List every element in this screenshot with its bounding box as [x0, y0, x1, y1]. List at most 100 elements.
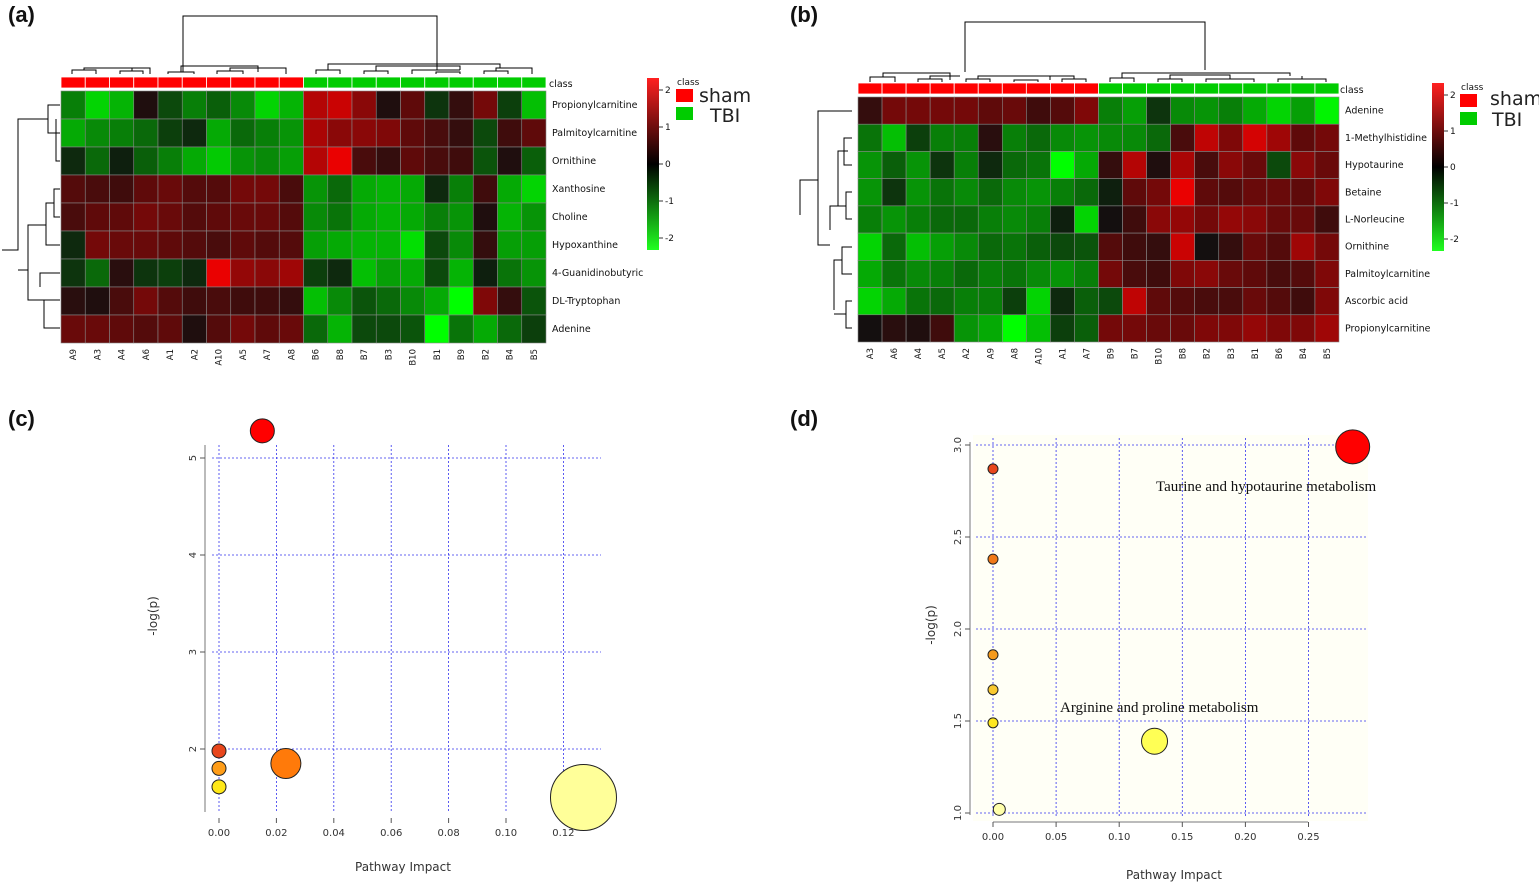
heatmap-cell [448, 90, 474, 120]
y-tick-label: 4 [188, 552, 199, 558]
row-label: L-Norleucine [1345, 215, 1405, 226]
colorbar-a: 2 1 0 -1 -2 [647, 78, 674, 250]
heatmap-cell [1266, 287, 1292, 316]
heatmap-cell [424, 230, 450, 260]
class-bar-cell [1001, 82, 1027, 95]
legend-a-title: class [677, 78, 700, 88]
heatmap-b-column-dendrogram [869, 21, 1327, 82]
panel-label-b: (b) [790, 2, 818, 27]
heatmap-cell [1170, 260, 1196, 288]
column-label: A5 [239, 349, 249, 360]
heatmap-cell [953, 260, 979, 288]
heatmap-cell [206, 118, 232, 148]
class-bar-cell [133, 76, 159, 89]
heatmap-cell [109, 90, 135, 120]
heatmap-cell [133, 230, 159, 260]
heatmap-cell [1290, 232, 1316, 261]
heatmap-cell [1001, 260, 1027, 288]
column-label: A3 [866, 348, 876, 359]
heatmap-cell [1001, 178, 1027, 207]
class-bar-cell [84, 76, 110, 89]
heatmap-b-class-label: class [1340, 85, 1364, 96]
heatmap-cell [133, 258, 159, 288]
column-label: A7 [263, 349, 273, 360]
data-point [987, 553, 999, 565]
column-label: A4 [914, 348, 924, 359]
class-bar-cell [1146, 82, 1172, 95]
heatmap-cell [84, 202, 110, 232]
heatmap-cell [157, 174, 183, 204]
data-point [987, 463, 999, 475]
heatmap-cell [448, 174, 474, 204]
heatmap-cell [1146, 205, 1171, 234]
heatmap-cell [1194, 96, 1220, 125]
y-tick-label: 3.0 [953, 437, 964, 453]
class-bar-cell [1050, 82, 1075, 95]
heatmap-cell [1098, 178, 1123, 207]
heatmap-cell [905, 96, 931, 125]
legend-b-sham-swatch [1460, 94, 1477, 107]
heatmap-cell [1146, 151, 1171, 179]
heatmap-cell [375, 230, 401, 260]
heatmap-cell [1050, 205, 1075, 234]
heatmap-cell [1122, 260, 1147, 288]
column-label: A7 [1082, 348, 1092, 359]
class-bar-cell [1314, 82, 1340, 95]
data-point [211, 779, 227, 795]
heatmap-cell [84, 174, 110, 204]
heatmap-cell [521, 230, 547, 260]
heatmap-cell [1266, 232, 1292, 261]
x-tick-label: 0.20 [1234, 832, 1256, 843]
x-tick-label: 0.12 [552, 828, 574, 839]
heatmap-cell [327, 258, 353, 288]
class-bar-cell [521, 76, 547, 89]
heatmap-cell [497, 118, 523, 148]
y-tick-label: 5 [188, 455, 199, 461]
heatmap-cell [1194, 314, 1220, 343]
heatmap-cell [1098, 287, 1123, 316]
heatmap-cell [1170, 232, 1196, 261]
heatmap-cell [1218, 314, 1244, 343]
heatmap-cell [278, 230, 304, 260]
x-tick-label: 0.02 [265, 828, 287, 839]
heatmap-cell [977, 314, 1003, 343]
heatmap-cell [905, 260, 931, 288]
heatmap-cell [109, 146, 135, 176]
column-label: A1 [166, 349, 176, 360]
heatmap-cell [1146, 260, 1171, 288]
colorbar-gradient [1432, 83, 1444, 251]
column-label: B1 [433, 349, 443, 360]
heatmap-cell [133, 286, 159, 316]
heatmap-cell [1026, 260, 1051, 288]
data-point [211, 743, 227, 759]
column-label: A9 [69, 349, 79, 360]
heatmap-cell [1314, 178, 1340, 207]
heatmap-cell [1146, 232, 1171, 261]
heatmap-cell [1122, 314, 1147, 343]
heatmap-cell [327, 174, 353, 204]
heatmap-cell [327, 146, 353, 176]
class-bar-cell [1266, 82, 1292, 95]
heatmap-cell [1146, 96, 1171, 125]
colorbar-tick-label: -1 [1450, 199, 1459, 209]
row-label: DL-Tryptophan [552, 296, 620, 307]
heatmap-cell [1001, 123, 1027, 152]
column-label: A8 [287, 349, 297, 360]
heatmap-a: class Propionylcarnitine Palmitoylcarniti… [2, 15, 643, 366]
heatmap-cell [278, 286, 304, 316]
column-label: A10 [215, 349, 225, 366]
heatmap-cell [881, 314, 907, 343]
heatmap-cell [977, 178, 1003, 207]
heatmap-cell [133, 146, 159, 176]
heatmap-cell [857, 123, 883, 152]
heatmap-cell [206, 258, 232, 288]
heatmap-cell [351, 314, 377, 344]
heatmap-cell [953, 232, 979, 261]
heatmap-cell [424, 202, 450, 232]
colorbar-tick-label: -2 [1450, 235, 1459, 245]
column-label: B5 [530, 349, 540, 360]
heatmap-cell [1290, 123, 1316, 152]
heatmap-cell [60, 90, 86, 120]
heatmap-cell [1242, 123, 1268, 152]
column-label: A2 [962, 348, 972, 359]
